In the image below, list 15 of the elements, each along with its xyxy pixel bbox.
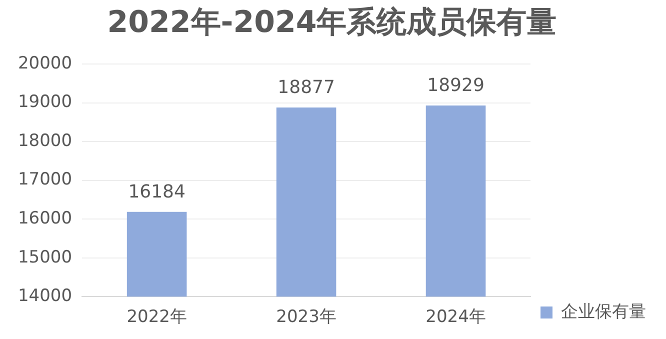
y-tick-label: 18000 — [18, 130, 72, 151]
data-label: 18877 — [278, 77, 335, 98]
y-tick-label: 17000 — [18, 170, 72, 190]
y-tick-label: 19000 — [18, 92, 72, 112]
y-tick-label: 15000 — [18, 247, 72, 268]
x-tick-label: 2024年 — [426, 307, 486, 328]
data-label: 18929 — [427, 75, 484, 96]
y-tick-label: 16000 — [18, 208, 72, 228]
chart-title: 2022年-2024年系统成员保有量 — [107, 4, 557, 40]
y-tick-label: 20000 — [18, 53, 72, 74]
legend-label: 企业保有量 — [561, 302, 646, 322]
x-tick-label: 2023年 — [276, 307, 336, 328]
y-tick-label: 14000 — [18, 286, 72, 306]
data-label: 16184 — [128, 182, 186, 203]
x-tick-label: 2022年 — [126, 307, 187, 328]
